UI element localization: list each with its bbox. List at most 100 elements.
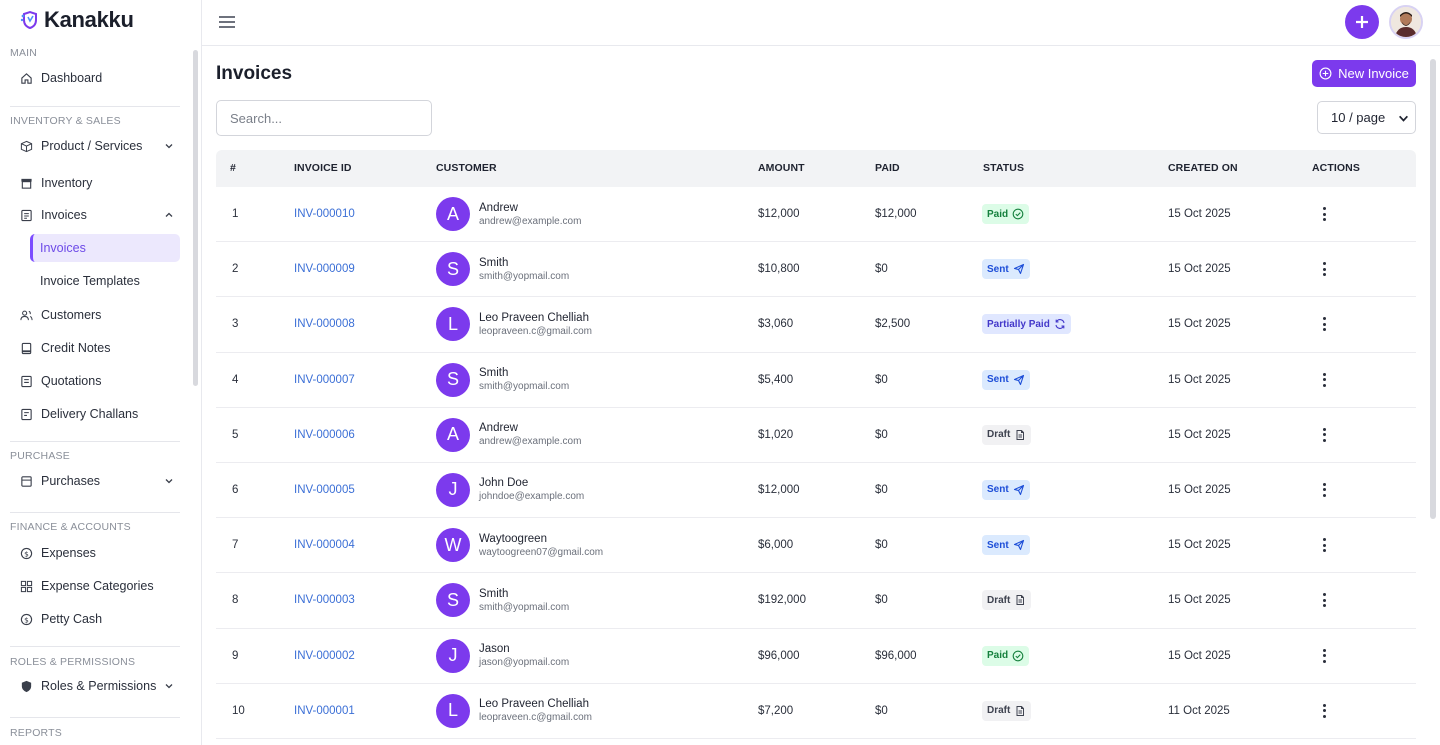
customer-cell[interactable]: L Leo Praveen Chelliah leopraveen.c@gmai… — [436, 307, 592, 342]
logo[interactable]: Kanakku — [0, 0, 201, 40]
sidebar-item-products[interactable]: Product / Services — [10, 132, 180, 160]
topbar — [202, 0, 1440, 46]
row-actions-menu[interactable] — [1320, 316, 1328, 332]
sidebar-item-quotations[interactable]: Quotations — [10, 367, 180, 395]
customer-info: Smith smith@yopmail.com — [479, 366, 569, 393]
sidebar-item-label: Quotations — [41, 374, 102, 388]
invoice-id-link[interactable]: INV-000005 — [294, 483, 355, 496]
table-row[interactable]: 10 INV-000001 L Leo Praveen Chelliah leo… — [216, 684, 1416, 739]
status-label: Sent — [987, 484, 1009, 496]
invoice-id-link[interactable]: INV-000007 — [294, 373, 355, 386]
paid-value: $2,500 — [875, 318, 911, 331]
user-avatar[interactable] — [1389, 5, 1423, 39]
invoice-id-link[interactable]: INV-000010 — [294, 208, 355, 220]
invoice-id-link[interactable]: INV-000001 — [294, 704, 355, 717]
sidebar-item-label: Delivery Challans — [41, 407, 139, 421]
new-invoice-button[interactable]: New Invoice — [1312, 60, 1416, 87]
invoice-id-link[interactable]: INV-000004 — [294, 539, 355, 552]
customer-cell[interactable]: S Smith smith@yopmail.com — [436, 252, 570, 287]
customer-cell[interactable]: A Andrew andrew@example.com — [436, 197, 581, 231]
sidebar-item-inventory[interactable]: Inventory — [10, 169, 180, 197]
main-scrollbar[interactable] — [1430, 59, 1436, 519]
column-header-status: STATUS — [983, 162, 1025, 174]
sidebar-item-roles-permissions[interactable]: Roles & Permissions — [10, 672, 180, 700]
sidebar-item-dashboard[interactable]: Dashboard — [10, 64, 180, 92]
table-row[interactable]: 4 INV-000007 S Smith smith@yopmail.com $… — [216, 353, 1416, 408]
sidebar-subitem-invoices[interactable]: Invoices — [30, 234, 180, 262]
check-circle-icon — [1012, 650, 1024, 661]
table-row[interactable]: 5 INV-000006 A Andrew andrew@example.com… — [216, 408, 1416, 463]
divider — [10, 717, 180, 718]
row-actions-menu[interactable] — [1320, 482, 1328, 498]
sidebar-item-label: Invoices — [41, 208, 87, 222]
amount-value: $12,000 — [758, 483, 800, 496]
row-number: 3 — [232, 318, 239, 331]
invoice-id-link[interactable]: INV-000006 — [294, 428, 355, 441]
invoice-id-link[interactable]: INV-000009 — [294, 263, 355, 276]
customer-cell[interactable]: J Jason jason@yopmail.com — [436, 638, 569, 673]
row-actions-menu[interactable] — [1320, 703, 1328, 719]
sidebar-item-expense-categories[interactable]: Expense Categories — [10, 572, 180, 600]
table-row[interactable]: 2 INV-000009 S Smith smith@yopmail.com $… — [216, 242, 1416, 298]
customer-cell[interactable]: S Smith smith@yopmail.com — [436, 583, 569, 618]
status-badge: Sent — [982, 535, 1030, 556]
row-actions-menu[interactable] — [1320, 261, 1328, 277]
amount-value: $96,000 — [758, 649, 800, 662]
sidebar-item-delivery-challans[interactable]: Delivery Challans — [10, 400, 180, 428]
plus-icon — [1356, 16, 1368, 28]
sidebar-item-purchases[interactable]: Purchases — [10, 467, 180, 495]
table-row[interactable]: 9 INV-000002 J Jason jason@yopmail.com $… — [216, 629, 1416, 684]
sidebar-item-invoices[interactable]: Invoices — [10, 201, 180, 229]
customer-cell[interactable]: S Smith smith@yopmail.com — [436, 362, 569, 397]
customer-cell[interactable]: L Leo Praveen Chelliah leopraveen.c@gmai… — [436, 693, 592, 728]
row-actions-menu[interactable] — [1320, 592, 1328, 608]
search-input[interactable] — [216, 100, 432, 136]
invoice-id-link[interactable]: INV-000002 — [294, 649, 355, 662]
sidebar-item-credit-notes[interactable]: Credit Notes — [10, 334, 180, 362]
paid-value: $0 — [875, 263, 888, 276]
row-actions-menu[interactable] — [1320, 537, 1328, 553]
sidebar-subitem-invoice-templates[interactable]: Invoice Templates — [30, 267, 180, 295]
row-actions-menu[interactable] — [1320, 206, 1328, 222]
table-row[interactable]: 6 INV-000005 J John Doe johndoe@example.… — [216, 463, 1416, 519]
cart-icon — [20, 475, 33, 488]
row-actions-menu[interactable] — [1320, 427, 1328, 443]
table-row[interactable]: 7 INV-000004 W Waytoogreen waytoogreen07… — [216, 518, 1416, 574]
page-title: Invoices — [216, 63, 293, 84]
customer-cell[interactable]: W Waytoogreen waytoogreen07@gmail.com — [436, 528, 603, 563]
sidebar-item-petty-cash[interactable]: $ Petty Cash — [10, 605, 180, 633]
customer-cell[interactable]: A Andrew andrew@example.com — [436, 417, 581, 452]
sidebar-scrollbar[interactable] — [193, 50, 198, 386]
status-badge: Paid — [982, 204, 1030, 224]
customer-name: John Doe — [479, 477, 529, 490]
sidebar-item-customers[interactable]: Customers — [10, 301, 180, 329]
customer-cell[interactable]: J John Doe johndoe@example.com — [436, 472, 584, 507]
invoice-id-link[interactable]: INV-000008 — [294, 318, 355, 331]
main-content: Invoices New Invoice 10 / page # INVOICE… — [202, 47, 1440, 745]
invoices-table: # INVOICE ID CUSTOMER AMOUNT PAID STATUS… — [216, 150, 1416, 739]
users-icon — [20, 309, 33, 322]
status-label: Draft — [987, 705, 1011, 717]
user-photo-icon — [1391, 7, 1421, 37]
created-on-value: 11 Oct 2025 — [1168, 704, 1230, 717]
paid-value: $0 — [875, 704, 888, 717]
quick-add-button[interactable] — [1345, 5, 1379, 39]
table-row[interactable]: 1 INV-000010 A Andrew andrew@example.com… — [216, 187, 1416, 243]
per-page-select[interactable]: 10 / page — [1317, 101, 1416, 134]
paid-value: $0 — [875, 483, 888, 496]
chevron-down-icon — [165, 144, 173, 149]
app-name: Kanakku — [44, 7, 134, 32]
customer-name: Leo Praveen Chelliah — [479, 698, 589, 711]
menu-icon[interactable] — [218, 14, 236, 30]
sidebar-item-expenses[interactable]: $ Expenses — [10, 539, 180, 567]
customer-email: smith@yopmail.com — [479, 270, 570, 282]
row-actions-menu[interactable] — [1320, 648, 1328, 664]
status-badge: Paid — [982, 645, 1030, 666]
table-row[interactable]: 8 INV-000003 S Smith smith@yopmail.com $… — [216, 573, 1416, 629]
row-actions-menu[interactable] — [1320, 372, 1328, 388]
table-row[interactable]: 3 INV-000008 L Leo Praveen Chelliah leop… — [216, 297, 1416, 353]
status-label: Sent — [987, 374, 1009, 386]
customer-name: Andrew — [479, 422, 518, 435]
invoice-id-link[interactable]: INV-000003 — [294, 594, 355, 607]
paid-value: $12,000 — [875, 208, 917, 220]
